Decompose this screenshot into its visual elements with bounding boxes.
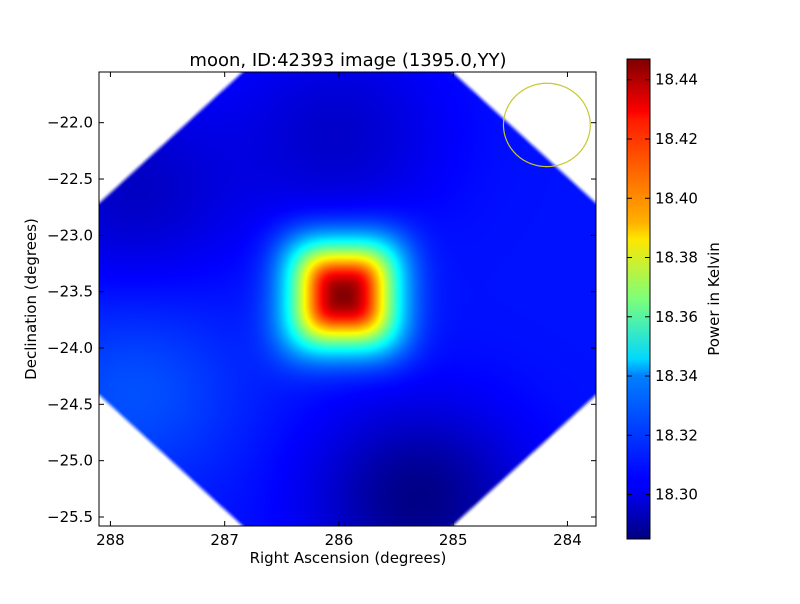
x-tick-label: 284 <box>553 531 582 549</box>
plot-frame <box>98 71 597 527</box>
x-axis-label: Right Ascension (degrees) <box>250 549 447 567</box>
y-tick-label: −24.5 <box>47 395 93 413</box>
x-tick-label: 285 <box>439 531 468 549</box>
colorbar-tick-label: 18.32 <box>655 426 698 444</box>
colorbar-ticks: 18.30 18.32 18.34 18.36 18.38 18.40 18.42 18.44 <box>627 71 698 504</box>
x-tick-label: 287 <box>210 531 239 549</box>
colorbar-label: Power in Kelvin <box>705 242 723 356</box>
y-tick-label: −22.0 <box>47 114 93 132</box>
colorbar-tick-label: 18.34 <box>655 367 698 385</box>
y-axis-label: Declination (degrees) <box>22 218 40 380</box>
colorbar-tick-label: 18.42 <box>655 130 698 148</box>
y-tick-label: −25.5 <box>47 508 93 526</box>
x-axis: 288 287 286 285 284 <box>96 72 582 549</box>
y-tick-label: −25.0 <box>47 452 93 470</box>
colorbar-tick-label: 18.44 <box>655 71 698 89</box>
y-tick-label: −24.0 <box>47 339 93 357</box>
colorbar-tick-label: 18.38 <box>655 249 698 267</box>
beam-circle <box>502 82 591 168</box>
x-tick-label: 286 <box>325 531 354 549</box>
x-tick-label: 288 <box>96 531 125 549</box>
colorbar-tick-label: 18.30 <box>655 486 698 504</box>
y-axis: −22.0 −22.5 −23.0 −23.5 −24.0 −24.5 −25.0 −25.5 <box>47 114 596 526</box>
y-tick-label: −22.5 <box>47 170 93 188</box>
colorbar-tick-label: 18.40 <box>655 189 698 207</box>
heatmap-image <box>99 72 596 526</box>
colorbar <box>626 58 651 540</box>
y-tick-label: −23.5 <box>47 283 93 301</box>
colorbar-tick-label: 18.36 <box>655 308 698 326</box>
y-tick-label: −23.0 <box>47 226 93 244</box>
chart-title: moon, ID:42393 image (1395.0,YY) <box>189 50 506 71</box>
